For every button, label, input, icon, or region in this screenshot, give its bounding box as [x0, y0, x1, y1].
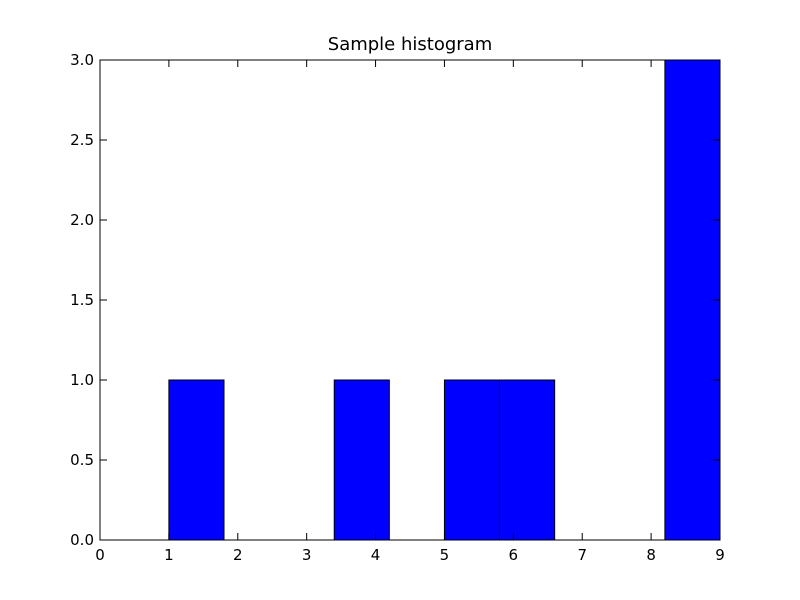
x-tick-label: 6 — [509, 546, 519, 564]
x-tick-label: 3 — [302, 546, 312, 564]
y-tick-label: 2.0 — [70, 211, 94, 229]
y-tick-label: 1.0 — [70, 371, 94, 389]
y-tick-label: 1.5 — [70, 291, 94, 309]
histogram-bar — [499, 379, 556, 541]
x-tick-label: 8 — [646, 546, 656, 564]
histogram-bar — [168, 379, 225, 541]
y-tick-label: 2.5 — [70, 131, 94, 149]
x-tick-label: 4 — [371, 546, 381, 564]
histogram-bar — [443, 379, 501, 541]
x-tick-label: 7 — [577, 546, 587, 564]
histogram-bar — [333, 379, 390, 541]
bars-group — [168, 59, 721, 541]
x-tick-label: 0 — [95, 546, 105, 564]
x-tick-label: 2 — [233, 546, 243, 564]
chart-title: Sample histogram — [327, 34, 493, 55]
x-tick-label: 9 — [715, 546, 725, 564]
y-tick-label: 0.0 — [70, 531, 94, 549]
axes-group: 0 1 2 3 4 5 6 7 8 9 0.0 0.5 1.0 1.5 2.0 2.5 3.0 — [70, 51, 725, 564]
y-tick-label: 0.5 — [70, 451, 94, 469]
histogram-bar — [664, 59, 721, 541]
x-tick-label: 1 — [164, 546, 174, 564]
y-tick-label: 3.0 — [70, 51, 94, 69]
x-tick-label: 5 — [440, 546, 450, 564]
